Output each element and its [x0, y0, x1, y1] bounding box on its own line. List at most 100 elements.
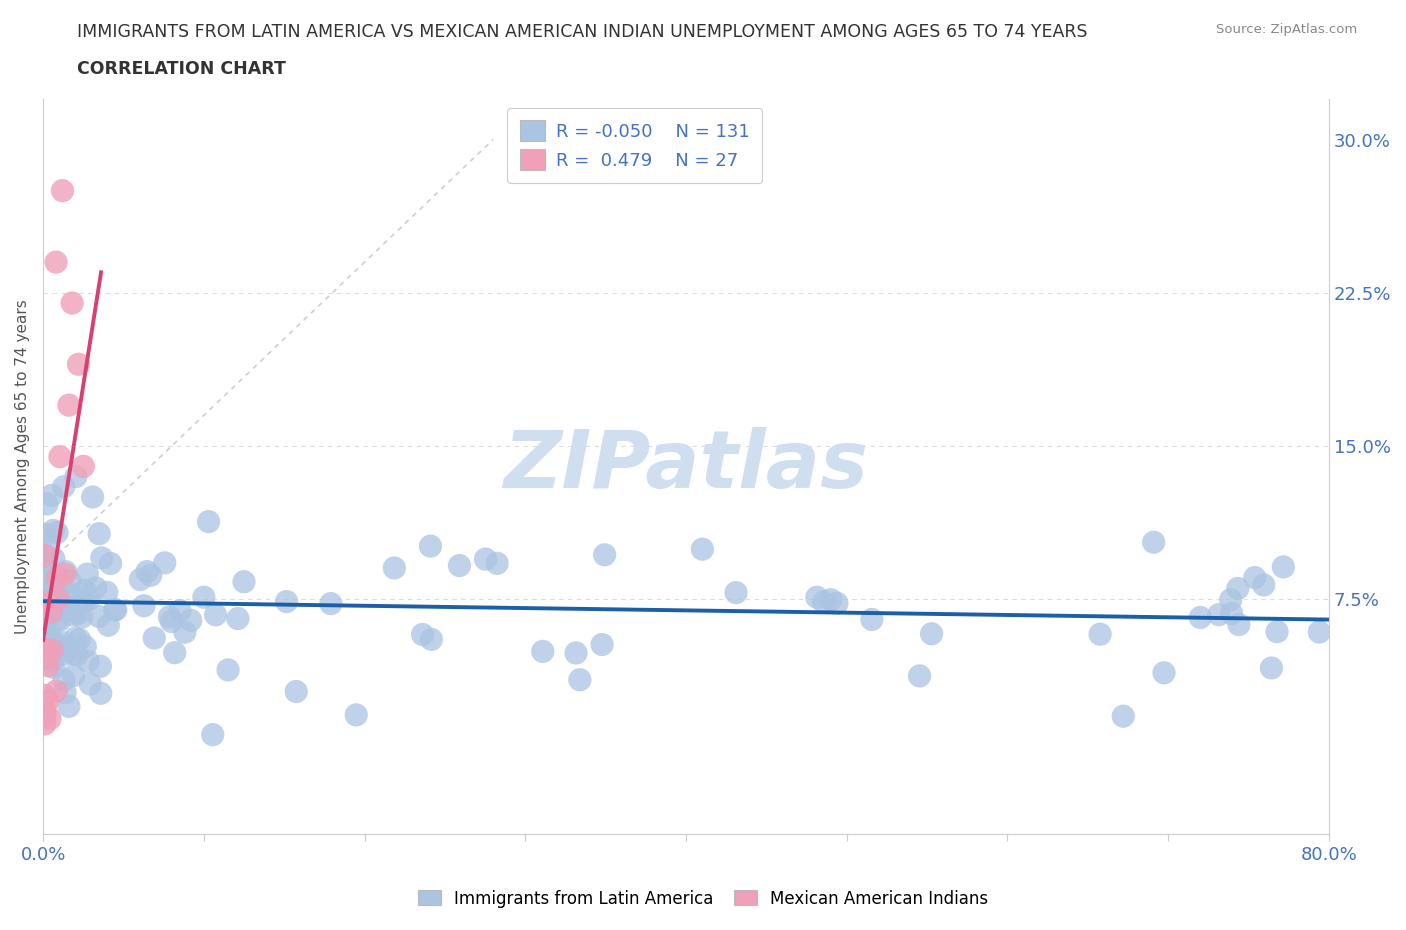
Point	[34, 688, 56, 703]
Point	[34, 616, 56, 631]
Point	[593, 548, 616, 563]
Point	[39, 604, 62, 619]
Point	[58, 398, 80, 413]
Point	[860, 612, 883, 627]
Point	[37, 658, 59, 673]
Point	[45, 684, 67, 698]
Point	[41, 604, 63, 619]
Point	[1189, 610, 1212, 625]
Point	[820, 592, 842, 607]
Point	[67, 357, 90, 372]
Point	[96, 585, 118, 600]
Point	[136, 565, 159, 579]
Point	[233, 575, 256, 590]
Point	[163, 645, 186, 660]
Point	[157, 609, 180, 624]
Point	[38, 599, 60, 614]
Point	[87, 609, 110, 624]
Point	[58, 601, 80, 616]
Point	[37, 694, 59, 709]
Point	[692, 542, 714, 557]
Point	[62, 668, 84, 683]
Point	[449, 558, 471, 573]
Point	[34, 643, 56, 658]
Point	[41, 488, 63, 503]
Point	[565, 645, 588, 660]
Point	[420, 631, 443, 646]
Point	[49, 449, 72, 464]
Point	[1308, 625, 1330, 640]
Point	[55, 641, 77, 656]
Point	[37, 631, 59, 645]
Point	[474, 551, 496, 566]
Point	[143, 631, 166, 645]
Point	[89, 526, 111, 541]
Point	[66, 647, 89, 662]
Point	[1253, 578, 1275, 592]
Point	[34, 578, 56, 592]
Point	[1220, 606, 1243, 621]
Point	[568, 672, 591, 687]
Point	[90, 685, 112, 700]
Point	[725, 585, 748, 600]
Point	[486, 556, 509, 571]
Point	[35, 576, 58, 591]
Point	[34, 704, 56, 719]
Point	[34, 547, 56, 562]
Point	[79, 677, 101, 692]
Point	[77, 654, 100, 669]
Point	[34, 644, 56, 659]
Point	[34, 549, 56, 564]
Point	[34, 595, 56, 610]
Point	[46, 525, 69, 540]
Point	[59, 574, 82, 589]
Point	[1243, 570, 1265, 585]
Point	[34, 564, 56, 578]
Legend: Immigrants from Latin America, Mexican American Indians: Immigrants from Latin America, Mexican A…	[411, 883, 995, 914]
Point	[1272, 560, 1295, 575]
Point	[49, 613, 72, 628]
Point	[319, 596, 342, 611]
Text: IMMIGRANTS FROM LATIN AMERICA VS MEXICAN AMERICAN INDIAN UNEMPLOYMENT AMONG AGES: IMMIGRANTS FROM LATIN AMERICA VS MEXICAN…	[77, 23, 1088, 41]
Point	[42, 636, 65, 651]
Point	[1227, 618, 1250, 632]
Point	[58, 699, 80, 714]
Point	[921, 626, 943, 641]
Point	[1208, 607, 1230, 622]
Point	[276, 594, 298, 609]
Point	[45, 588, 67, 603]
Point	[35, 566, 58, 581]
Point	[97, 618, 120, 632]
Point	[1226, 581, 1249, 596]
Point	[46, 570, 69, 585]
Point	[72, 592, 94, 607]
Point	[39, 711, 62, 726]
Point	[34, 632, 56, 647]
Point	[34, 708, 56, 723]
Point	[53, 685, 76, 700]
Point	[34, 650, 56, 665]
Point	[53, 672, 76, 687]
Point	[153, 555, 176, 570]
Point	[45, 255, 67, 270]
Text: Source: ZipAtlas.com: Source: ZipAtlas.com	[1216, 23, 1357, 36]
Point	[42, 653, 65, 668]
Point	[100, 556, 122, 571]
Point	[1112, 709, 1135, 724]
Point	[180, 613, 202, 628]
Point	[76, 590, 98, 604]
Point	[42, 660, 65, 675]
Point	[173, 625, 195, 640]
Point	[52, 479, 75, 494]
Point	[53, 566, 76, 581]
Point	[34, 716, 56, 731]
Point	[201, 727, 224, 742]
Point	[204, 607, 226, 622]
Point	[285, 684, 308, 699]
Point	[226, 611, 249, 626]
Point	[53, 646, 76, 661]
Point	[65, 469, 87, 484]
Point	[84, 580, 107, 595]
Point	[55, 587, 77, 602]
Point	[89, 658, 111, 673]
